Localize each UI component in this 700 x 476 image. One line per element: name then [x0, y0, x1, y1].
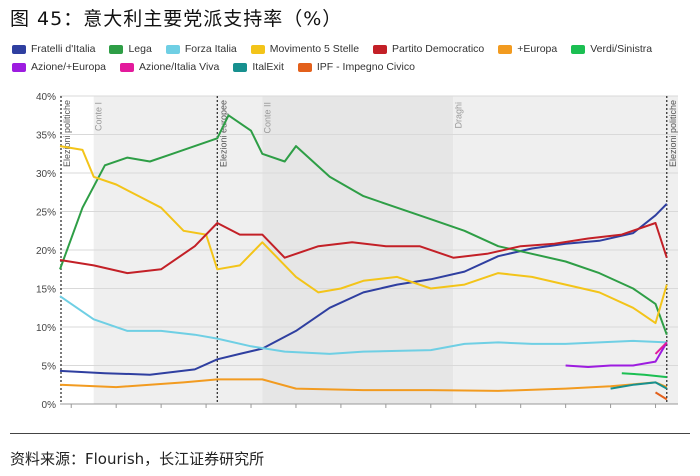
legend-swatch [120, 62, 135, 72]
legend-item[interactable]: IPF - Impegno Civico [297, 61, 415, 73]
legend-label: Azione/Italia Viva [139, 61, 220, 73]
series-line [59, 203, 668, 376]
y-tick-label: 35% [36, 131, 56, 142]
series-line [654, 341, 668, 355]
legend-swatch [571, 44, 586, 54]
series-line [59, 295, 667, 355]
legend-label: Partito Democratico [392, 43, 485, 55]
legend-label: IPF - Impegno Civico [316, 61, 415, 73]
legend-swatch [498, 44, 513, 54]
legend-item[interactable]: +Europa [498, 43, 557, 55]
event-label: Elezioni europee [218, 100, 228, 167]
y-tick-label: 5% [42, 362, 57, 373]
legend-label: Movimento 5 Stelle [269, 43, 360, 55]
legend-swatch [233, 62, 248, 72]
series-line [59, 222, 668, 275]
series-line [621, 372, 667, 379]
series-line [59, 378, 668, 392]
legend-item[interactable]: Lega [109, 43, 152, 55]
legend-item[interactable]: Partito Democratico [373, 43, 484, 55]
legend-swatch [109, 44, 124, 54]
series-line [59, 145, 668, 325]
y-tick-label: 40% [36, 92, 56, 103]
legend-label: Fratelli d'Italia [31, 43, 96, 55]
legend-label: ItalExit [252, 61, 284, 73]
series-line [565, 341, 668, 368]
y-tick-label: 30% [36, 169, 56, 180]
legend-swatch [373, 44, 388, 54]
event-label: Elezioni politiche [62, 100, 72, 167]
legend-label: Verdi/Sinistra [590, 43, 653, 55]
y-tick-label: 20% [36, 246, 56, 257]
event-label: Elezioni politiche [668, 100, 678, 167]
figure-title: 图 45：意大利主要党派支持率（%） [10, 8, 343, 30]
legend-swatch [12, 62, 26, 72]
legend-swatch [250, 44, 265, 54]
legend-item[interactable]: Verdi/Sinistra [571, 43, 652, 55]
series-line [654, 391, 668, 401]
line-chart: Conte I Conte II Draghi 0% 5% 10% 15% 20% 25% 30%… [36, 92, 678, 411]
legend-row: Azione/+Europa Azione/Italia Viva ItalExit… [12, 58, 692, 76]
legend-item[interactable]: Fratelli d'Italia [12, 43, 95, 55]
legend-label: +Europa [517, 43, 558, 55]
period-band-label: Conte I [94, 102, 104, 131]
legend-label: Lega [128, 43, 152, 55]
legend-label: Forza Italia [184, 43, 237, 55]
legend-swatch [297, 62, 312, 72]
legend-row: Fratelli d'Italia Lega Forza Italia Movimen… [12, 40, 692, 58]
y-tick-label: 15% [36, 285, 56, 296]
series-line [610, 381, 668, 390]
legend-swatch [165, 44, 180, 54]
legend-item[interactable]: ItalExit [233, 61, 284, 73]
source-note: 资料来源：Flourish，长江证券研究所 [10, 450, 265, 468]
y-tick-label: 0% [42, 400, 57, 411]
legend-item[interactable]: Azione/+Europa [12, 61, 106, 73]
legend-item[interactable]: Forza Italia [165, 43, 237, 55]
y-tick-label: 25% [36, 208, 56, 219]
period-band-label: Conte II [262, 102, 272, 134]
divider-rule [10, 433, 690, 434]
legend-label: Azione/+Europa [31, 61, 107, 73]
legend-swatch [12, 44, 26, 54]
chart-legend: Fratelli d'Italia Lega Forza Italia Movimen… [12, 40, 692, 76]
period-band-label: Draghi [453, 102, 463, 129]
legend-item[interactable]: Movimento 5 Stelle [250, 43, 360, 55]
legend-item[interactable]: Azione/Italia Viva [120, 61, 219, 73]
y-tick-label: 10% [36, 323, 56, 334]
series-line [59, 114, 668, 336]
